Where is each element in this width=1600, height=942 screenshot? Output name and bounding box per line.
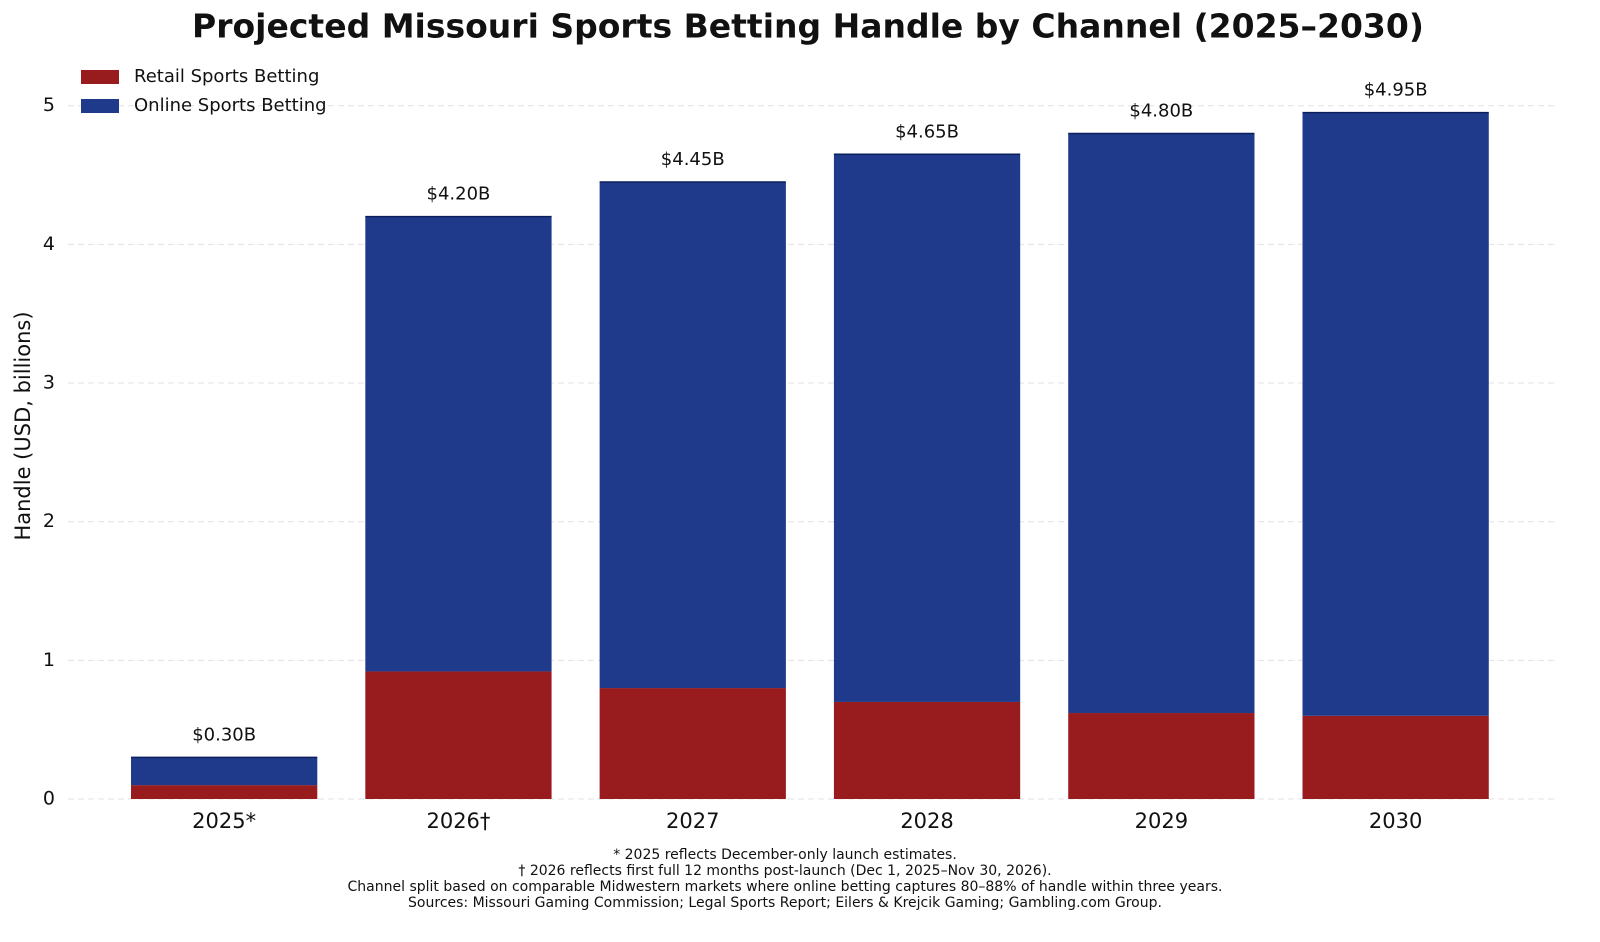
footnote: Sources: Missouri Gaming Commission; Leg… [408,895,1162,911]
footnote: * 2025 reflects December-only launch est… [613,847,957,863]
y-tick-label: 2 [43,510,55,532]
bar-segment [599,181,786,689]
footnote: † 2026 reflects first full 12 months pos… [518,863,1051,879]
legend-swatch [81,70,119,84]
total-label: $4.95B [1364,80,1428,101]
x-tick-label: 2029 [1135,809,1188,833]
x-tick-label: 2025* [192,809,256,833]
x-tick-label: 2028 [900,809,953,833]
y-tick-label: 4 [43,233,55,255]
legend-label: Online Sports Betting [134,95,327,116]
x-tick-label: 2030 [1369,809,1422,833]
bar-segment [1302,112,1489,716]
bar-segment [365,216,552,672]
y-tick-label: 5 [43,94,55,116]
bar-segment [1068,133,1255,714]
total-label: $4.20B [427,184,491,205]
legend-swatch [81,99,119,113]
total-label: $0.30B [192,724,256,745]
legend-label: Retail Sports Betting [134,66,319,87]
total-label: $4.80B [1129,100,1193,121]
chart-title: Projected Missouri Sports Betting Handle… [192,7,1424,46]
bar-segment [833,701,1021,799]
x-tick-label: 2027 [666,809,719,833]
footnote: Channel split based on comparable Midwes… [348,879,1223,895]
bar-segment [1068,713,1255,799]
total-label: $4.45B [661,149,725,170]
y-tick-label: 3 [43,372,55,394]
total-label: $4.65B [895,121,959,142]
bar-segment [1302,715,1489,799]
bar-segment [131,757,318,786]
x-tick-label: 2026† [426,809,490,833]
bar-segment [365,671,552,799]
y-tick-label: 0 [43,788,55,810]
bar-segment [599,688,786,799]
y-axis-label: Handle (USD, billions) [11,311,35,540]
y-tick-label: 1 [43,649,55,671]
bar-segment [833,154,1021,702]
bar-segment [131,785,318,799]
